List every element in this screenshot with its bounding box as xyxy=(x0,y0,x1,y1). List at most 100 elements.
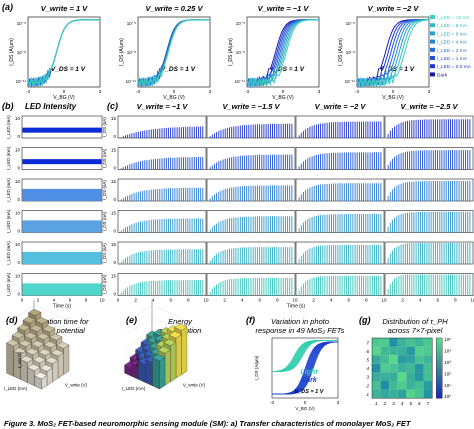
vds-label: V_DS = 1 V xyxy=(161,66,196,73)
x-tick-label: 10 xyxy=(99,298,105,303)
heatmap-cell xyxy=(415,346,424,356)
current-cell xyxy=(384,273,474,296)
heatmap-cell xyxy=(406,372,415,381)
x-tick-label: 6 xyxy=(418,401,421,406)
current-col-title: V_write = −1 V xyxy=(137,102,189,111)
y-tick-label: 0 xyxy=(17,134,20,139)
x-tick-label: 0 xyxy=(63,89,66,94)
heatmap-cell xyxy=(380,381,390,390)
panel-d-3d-bars: τ_sat (s) I_LED (mA) V_write (V) xyxy=(4,300,88,391)
current-spikes xyxy=(387,243,471,264)
current-spikes xyxy=(120,218,204,233)
colorbar-tick: 10³ xyxy=(444,360,451,365)
bar-top-face xyxy=(56,341,70,349)
legend-swatch xyxy=(430,64,435,69)
colorbar-step xyxy=(436,347,443,351)
legend-swatch xyxy=(430,23,435,28)
x-axis-label: Time (s) xyxy=(287,304,305,310)
x-tick-label: 5 xyxy=(409,401,412,406)
colorbar-step xyxy=(436,374,443,378)
transfer-curve xyxy=(137,19,210,87)
y-tick-label: 6 xyxy=(366,349,369,354)
colorbar-step xyxy=(436,371,443,375)
bar-side-face xyxy=(159,357,166,390)
legend-entry: I_LED = 6 mA xyxy=(437,31,468,37)
legend-swatch xyxy=(430,15,435,19)
y-tick-label: 10⁻⁸ xyxy=(346,50,355,55)
x-axis-label: I_LED (mA) xyxy=(122,386,146,391)
led-bar xyxy=(22,220,102,233)
heatmap-cell xyxy=(415,389,424,399)
y-axis-label: I_LED (mA) xyxy=(6,115,11,139)
legend-dark: Dark xyxy=(301,377,318,384)
bar-front-face xyxy=(145,359,153,387)
colorbar-step xyxy=(436,341,443,345)
led-row-2: 10 0 I_LED (mA) xyxy=(6,146,103,171)
heatmap-cell xyxy=(372,372,381,381)
x-tick-label: 10 xyxy=(203,298,209,303)
bar-top-face xyxy=(17,324,31,332)
legend-swatch xyxy=(430,39,435,44)
x-tick-label: 8 xyxy=(85,298,88,303)
heatmap-cell xyxy=(397,338,407,347)
y-axis-label: V_write (V) xyxy=(65,383,88,388)
x-axis-label: V_BG (V) xyxy=(382,95,404,101)
panel-e-3d-bars: E (nJ) I_LED (mA) V_write (V) xyxy=(122,300,206,391)
y-tick-label: 0 xyxy=(17,229,20,234)
current-cell xyxy=(206,147,296,170)
led-bar xyxy=(22,188,102,201)
heatmap-cell xyxy=(380,363,390,373)
y-tick-label: 10⁻¹¹ xyxy=(235,79,246,84)
current-spikes xyxy=(387,150,471,170)
bar-top-face xyxy=(32,356,46,364)
current-cell xyxy=(384,115,474,139)
transfer-curve xyxy=(246,19,319,87)
led-bar xyxy=(22,283,102,296)
y-tick-label: 10⁻¹¹ xyxy=(345,79,356,84)
panel-label-c: (c) xyxy=(107,101,118,111)
bar-top-face xyxy=(168,331,182,339)
current-spikes xyxy=(120,187,204,201)
x-tick-label: 0 xyxy=(282,89,285,94)
legend-entry: Dark xyxy=(437,72,448,78)
bar-top-face xyxy=(24,332,38,340)
heatmap-cell xyxy=(389,381,398,390)
legend-swatch xyxy=(430,31,435,36)
transfer-plot-2: V_write = 0.25 V I_DS (A/μm) 10⁻⁵ 10⁻⁸ 10⁻¹¹… xyxy=(119,4,212,101)
legend-swatch xyxy=(430,72,435,77)
current-spikes xyxy=(387,181,471,201)
current-cell xyxy=(295,241,385,265)
x-tick-label: 2 xyxy=(223,298,226,303)
y-axis-label: I_LED (mA) xyxy=(6,241,11,265)
legend-entry: I_LED = 10 mA xyxy=(437,15,470,21)
x-tick-label: 8 xyxy=(365,298,368,303)
bar-top-face xyxy=(49,333,63,341)
bar-side-face xyxy=(164,349,171,386)
colorbar-step xyxy=(436,377,443,381)
current-col-title: V_write = −2 V xyxy=(315,102,367,111)
heatmap-cell xyxy=(415,338,424,347)
current-cell xyxy=(117,115,207,139)
bar-top-face xyxy=(35,317,49,325)
legend-entry: I_LED = 0.5 mA xyxy=(437,64,472,70)
transfer-curve xyxy=(27,19,100,87)
colorbar-step xyxy=(436,368,443,372)
x-tick-label: 10 xyxy=(292,298,298,303)
x-tick-label: 6 xyxy=(259,298,262,303)
x-tick-label: 8 xyxy=(276,298,279,303)
plot-frame xyxy=(356,16,430,88)
y-axis-label: I_DS (A/μm) xyxy=(228,38,234,66)
heatmap-cell xyxy=(372,363,381,373)
panel-g-title-2: across 7×7-pixel xyxy=(388,326,443,335)
bar-top-face xyxy=(157,346,171,354)
y-tick-label: 0 xyxy=(17,292,20,297)
legend-entry: I_LED = 2 mA xyxy=(437,48,468,54)
led-row-5: 10 0 I_LED (mA) xyxy=(6,241,103,265)
transfer-plot-3: V_write = −1 V I_DS (A/μm) 10⁻⁵ 10⁻⁸ 10⁻¹¹ -3… xyxy=(228,4,321,101)
current-cell xyxy=(206,115,296,139)
heatmap-cell xyxy=(423,372,433,381)
y-tick-label: 0 xyxy=(113,260,116,265)
x-tick-label: 0 xyxy=(304,400,307,405)
